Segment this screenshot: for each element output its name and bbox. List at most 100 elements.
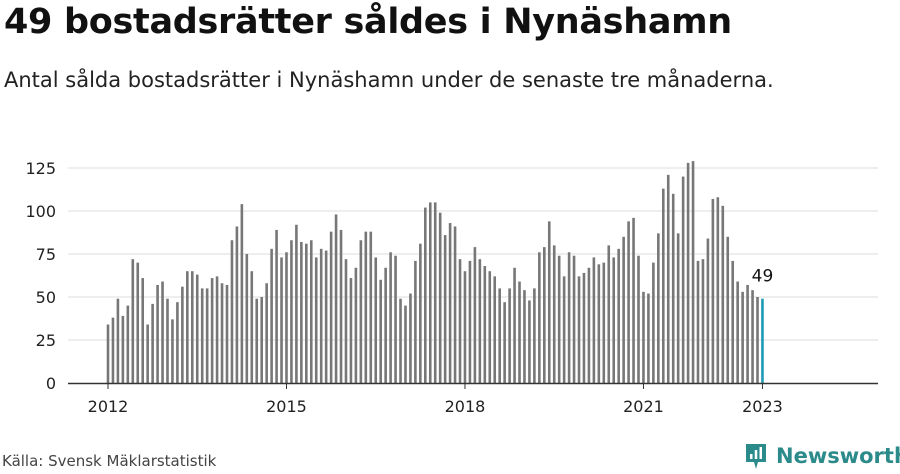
bar [731,260,735,383]
chart-subtitle: Antal sålda bostadsrätter i Nynäshamn un… [4,68,774,92]
bar [290,240,293,383]
bar [220,283,224,383]
bar [428,202,432,383]
bar [260,297,263,383]
bar [146,324,149,383]
bar [314,257,318,383]
bar [622,236,625,383]
y-tick-label: 50 [36,288,56,307]
bar [443,235,447,383]
bar [503,302,506,383]
bar [706,238,710,383]
bar [661,188,665,383]
bar [438,212,442,383]
bar [627,221,630,383]
bar [359,240,363,383]
bar [235,226,239,383]
newsworthy-logo-icon [746,444,766,469]
x-tick-label: 2021 [623,397,664,416]
bar [607,245,611,383]
bar [433,202,437,383]
x-tick-label: 2015 [266,397,307,416]
bar [498,288,501,383]
bar [195,274,199,383]
bar [250,271,254,383]
bar [617,248,620,383]
bar [746,284,749,383]
bar [344,259,348,383]
bar [126,305,130,383]
bar [547,221,551,383]
bar [642,291,645,383]
bar [275,229,278,383]
bar [131,259,135,383]
bar [701,259,705,383]
bar [741,291,744,383]
bar [726,236,730,383]
bar [171,319,174,383]
bar [756,297,759,383]
bar [671,193,675,383]
bar [424,207,427,383]
bar [324,250,328,383]
bar [721,205,725,383]
bar [245,254,249,383]
bar [166,298,169,383]
bar [602,262,606,383]
brand-logo[interactable]: Newsworthy [744,442,900,470]
bar [493,276,497,383]
bar [612,257,616,383]
y-tick-label: 0 [46,374,56,393]
bar [215,276,219,383]
bar [716,197,720,383]
bar [394,255,397,383]
bar [334,214,338,383]
bar [473,247,477,383]
bar [463,271,467,383]
bar [121,315,125,383]
bar [270,248,273,383]
bar [468,260,472,383]
bar [543,247,546,383]
bar-chart: 0 25 50 75 100 125 2012 2015 2018 2021 2023 49 [25,159,878,416]
bar [136,262,140,383]
bar [404,305,407,383]
bar [696,260,700,383]
annotations: 49 [752,267,774,287]
bar [508,288,511,383]
bar [538,252,541,383]
bar [652,262,655,383]
bar [518,281,521,383]
bar-latest [761,298,764,383]
bar [567,252,571,383]
bar [592,257,596,383]
brand-name: Newsworthy [776,444,900,468]
bar [389,252,392,383]
bar [280,257,283,383]
bar [205,288,209,383]
source-note: Källa: Svensk Mäklarstatistik [2,452,217,470]
x-tick-label: 2018 [445,397,486,416]
bar [736,281,739,383]
bar [151,303,154,383]
bar [453,226,457,383]
bar [691,161,695,383]
x-tick-label: 2023 [742,397,783,416]
bar [369,231,373,383]
bar [666,174,670,383]
bar [116,298,120,383]
bar [161,281,164,383]
bar [488,271,492,383]
bar [632,217,635,383]
bar [240,204,244,383]
bar [419,243,422,383]
bar [285,252,288,383]
y-tick-label: 25 [36,331,56,350]
bar [265,283,268,383]
bar [186,271,189,383]
bar [200,288,204,383]
bar [364,231,368,383]
bar [587,267,591,383]
bar [141,278,145,383]
bar [339,229,343,383]
